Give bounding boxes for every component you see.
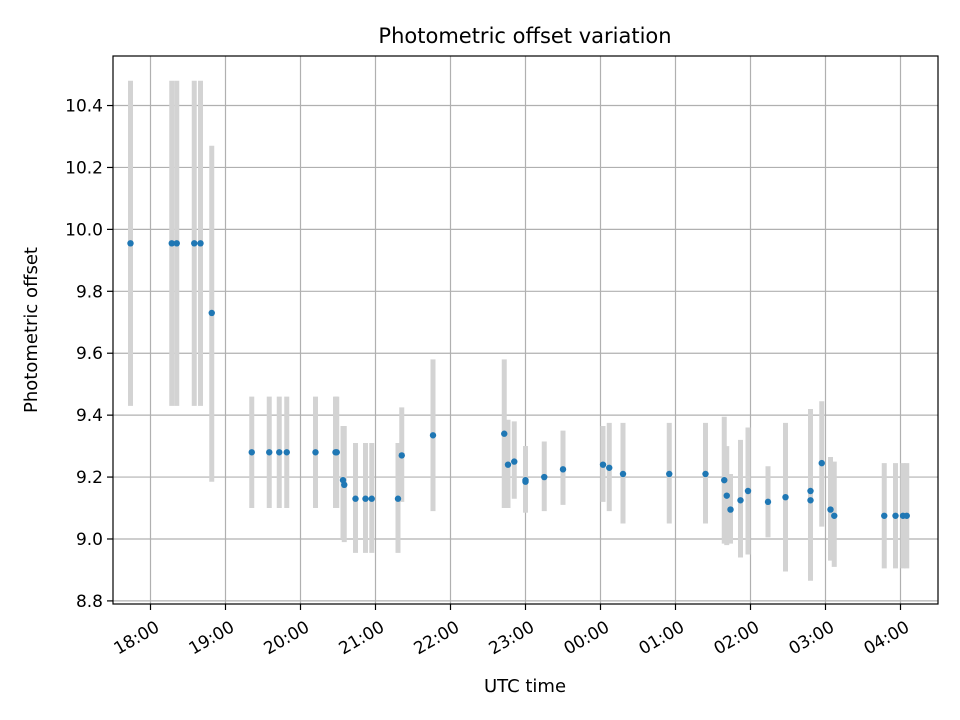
data-point bbox=[398, 452, 405, 459]
data-point bbox=[744, 487, 752, 495]
y-tick-label: 8.8 bbox=[76, 592, 103, 612]
y-tick-label: 10.4 bbox=[65, 97, 103, 117]
data-point bbox=[276, 449, 283, 456]
x-tick-label: 21:00 bbox=[336, 617, 388, 659]
data-point bbox=[283, 449, 290, 456]
data-point bbox=[807, 487, 814, 495]
grid-layer bbox=[113, 56, 938, 604]
y-tick-label: 9.8 bbox=[76, 282, 103, 302]
data-point bbox=[702, 470, 709, 478]
y-tick-label: 10.0 bbox=[65, 220, 103, 240]
data-point bbox=[173, 240, 180, 247]
data-point bbox=[394, 495, 402, 502]
data-point bbox=[368, 495, 375, 502]
x-tick-label: 18:00 bbox=[111, 617, 163, 659]
data-point bbox=[599, 461, 607, 468]
data-point bbox=[782, 493, 789, 501]
data-point bbox=[168, 240, 175, 247]
data-point bbox=[881, 512, 888, 519]
data-point bbox=[522, 478, 529, 485]
data-point bbox=[903, 512, 910, 519]
data-point bbox=[666, 470, 673, 478]
data-point bbox=[352, 495, 359, 502]
data-point bbox=[362, 495, 369, 502]
data-point bbox=[191, 240, 198, 247]
data-point bbox=[831, 512, 838, 519]
x-tick-label: 00:00 bbox=[561, 617, 613, 659]
x-tick-label: 02:00 bbox=[711, 617, 763, 659]
x-axis-label: UTC time bbox=[484, 676, 566, 697]
y-tick-label: 9.6 bbox=[76, 344, 103, 364]
y-tick-label: 9.0 bbox=[76, 530, 103, 550]
data-point bbox=[266, 449, 273, 456]
data-point bbox=[127, 240, 134, 247]
y-tick-label: 9.4 bbox=[76, 406, 103, 426]
data-point bbox=[511, 458, 518, 465]
x-tick-label: 04:00 bbox=[861, 617, 913, 659]
data-point bbox=[208, 309, 215, 317]
data-point bbox=[606, 464, 613, 471]
data-point bbox=[827, 506, 834, 513]
data-point bbox=[723, 492, 730, 499]
data-point bbox=[807, 497, 814, 504]
data-point bbox=[764, 498, 772, 506]
chart-title: Photometric offset variation bbox=[378, 24, 671, 48]
data-point bbox=[892, 512, 899, 519]
y-axis-label: Photometric offset bbox=[21, 247, 42, 413]
y-tick-label: 9.2 bbox=[76, 468, 103, 488]
data-point bbox=[429, 432, 437, 439]
x-tick-label: 03:00 bbox=[786, 617, 838, 659]
point-layer bbox=[127, 240, 910, 519]
errorbar-layer bbox=[128, 80, 910, 581]
data-point bbox=[818, 459, 825, 467]
x-tick-label: 23:00 bbox=[486, 617, 538, 659]
data-point bbox=[333, 449, 340, 456]
x-tick-label: 19:00 bbox=[186, 617, 238, 659]
data-point bbox=[737, 497, 744, 504]
data-point bbox=[197, 240, 204, 247]
data-point bbox=[504, 461, 512, 468]
data-point bbox=[721, 476, 728, 484]
data-point bbox=[619, 470, 627, 478]
data-point bbox=[559, 466, 567, 473]
data-point bbox=[501, 430, 508, 437]
x-tick-label: 22:00 bbox=[411, 617, 463, 659]
data-point bbox=[248, 449, 255, 456]
data-point bbox=[341, 481, 348, 489]
y-tick-label: 10.2 bbox=[65, 158, 103, 178]
data-point bbox=[541, 473, 548, 481]
x-tick-label: 01:00 bbox=[636, 617, 688, 659]
data-point bbox=[312, 449, 319, 456]
data-point bbox=[727, 506, 734, 513]
x-tick-label: 20:00 bbox=[261, 617, 313, 659]
